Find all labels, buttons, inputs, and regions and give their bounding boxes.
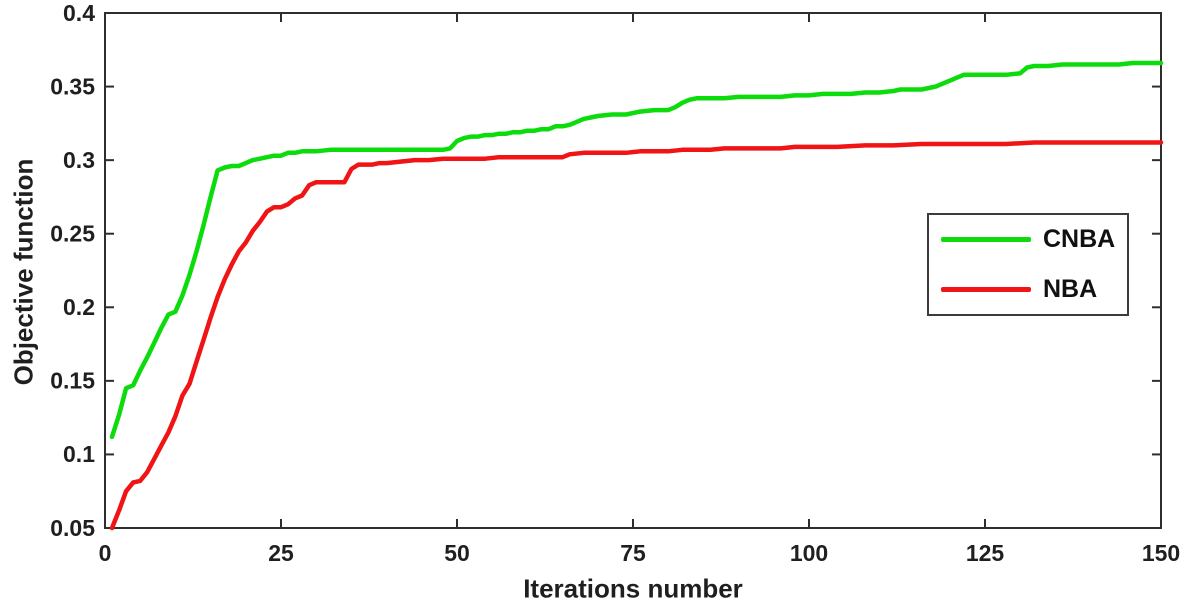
series-line-nba <box>109 140 1164 531</box>
legend-swatch-cnba-line <box>941 237 1031 243</box>
y-tick-label: 0.2 <box>63 294 95 320</box>
y-tick-label: 0.25 <box>50 221 95 247</box>
legend-label-nba: NBA <box>1043 274 1098 303</box>
x-tick-label: 100 <box>790 540 828 566</box>
x-tick-label: 75 <box>620 540 646 566</box>
legend-swatch-nba-line <box>941 286 1031 292</box>
x-tick-label: 125 <box>966 540 1005 566</box>
x-tick-label: 50 <box>444 540 470 566</box>
legend-item-cnba: CNBA <box>941 227 1127 252</box>
y-tick-label: 0.3 <box>63 147 95 173</box>
x-tick-label: 0 <box>99 540 112 566</box>
series-line-cnba <box>109 60 1164 440</box>
legend: CNBA NBA <box>927 213 1129 316</box>
y-tick-label: 0.05 <box>50 515 95 541</box>
y-tick-label: 0.35 <box>50 73 95 99</box>
x-axis-label: Iterations number <box>523 573 743 604</box>
y-tick-label: 0.4 <box>63 0 95 26</box>
y-tick-label: 0.15 <box>50 368 95 394</box>
y-axis-label: Objective function <box>8 158 39 386</box>
legend-item-nba: NBA <box>941 274 1127 303</box>
x-tick-label: 150 <box>1142 540 1180 566</box>
legend-label-cnba: CNBA <box>1043 225 1116 254</box>
y-tick-label: 0.1 <box>63 441 95 467</box>
x-tick-label: 25 <box>268 540 294 566</box>
